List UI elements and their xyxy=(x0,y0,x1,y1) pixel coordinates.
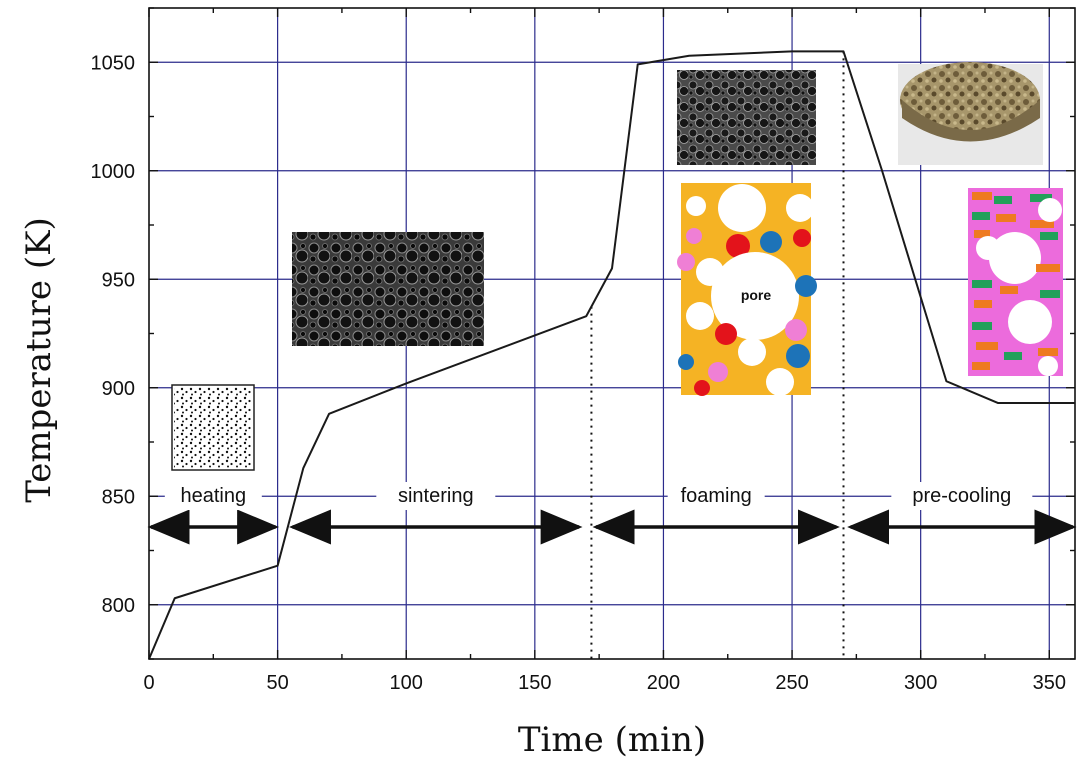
x-tick-label-150: 150 xyxy=(518,672,551,694)
stage-annotations: heating sintering foaming pre-cooling xyxy=(147,482,1077,545)
stage-label-bg-heating xyxy=(164,482,262,510)
pore-label: pore xyxy=(741,287,772,303)
phase-boundaries xyxy=(590,51,845,659)
stage-label-foaming: foaming xyxy=(681,485,752,507)
stage-label-bg-foaming xyxy=(667,482,765,510)
y-tick-label-1050: 1050 xyxy=(91,52,136,74)
stage-label-heating: heating xyxy=(180,485,246,507)
stage-label-bg-pre-cooling xyxy=(891,482,1033,510)
stage-label-bg-sintering xyxy=(376,482,496,510)
foaming-pore-schematic: pore xyxy=(677,183,817,396)
y-tick-label-950: 950 xyxy=(102,269,135,291)
foaming-sem-inset xyxy=(677,70,816,165)
x-tick-label-300: 300 xyxy=(904,672,937,694)
x-tick-label-50: 50 xyxy=(266,672,288,694)
y-axis-title: Temperature (K) xyxy=(19,217,59,502)
x-tick-label-250: 250 xyxy=(775,672,808,694)
y-tick-label-850: 850 xyxy=(102,486,135,508)
x-axis-title: Time (min) xyxy=(518,720,706,760)
x-tick-label-100: 100 xyxy=(390,672,423,694)
sintering-sem-inset xyxy=(292,232,484,346)
axis-ticks: 0 50 100 150 200 250 300 350 800 850 900 950 1000 105… xyxy=(91,7,1075,694)
x-tick-label-200: 200 xyxy=(647,672,680,694)
x-tick-label-350: 350 xyxy=(1033,672,1066,694)
stage-label-pre-cooling: pre-cooling xyxy=(912,485,1011,507)
y-tick-label-1000: 1000 xyxy=(91,161,136,183)
x-tick-label-0: 0 xyxy=(143,672,154,694)
heating-dots-inset xyxy=(171,384,255,471)
y-tick-label-900: 900 xyxy=(102,378,135,400)
y-tick-label-800: 800 xyxy=(102,595,135,617)
precooling-brick-schematic xyxy=(968,188,1063,376)
foam-sample-photo xyxy=(898,62,1043,165)
stage-label-sintering: sintering xyxy=(398,485,474,507)
